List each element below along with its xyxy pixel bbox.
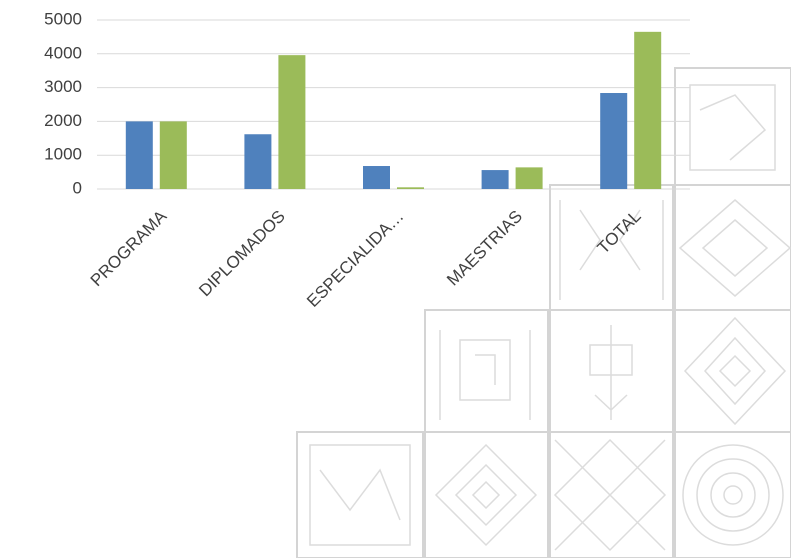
- y-tick-label: 3000: [44, 77, 82, 96]
- bar: [244, 134, 272, 189]
- bar: [159, 121, 187, 189]
- bar: [515, 167, 543, 189]
- x-tick-label: MAESTRIAS: [443, 207, 526, 290]
- bar: [634, 31, 662, 189]
- y-tick-label: 0: [73, 178, 82, 197]
- bar: [363, 166, 390, 189]
- bar: [125, 121, 153, 189]
- x-tick-label: DIPLOMADOS: [195, 207, 289, 301]
- y-tick-label: 4000: [44, 43, 82, 62]
- plot-area: 0 1000 2000 3000 4000 5000 PROGRAMA DIPLOMADOS E…: [44, 9, 690, 311]
- bar: [278, 55, 306, 189]
- x-tick-label: ESPECIALIDA…: [303, 207, 407, 311]
- bar: [397, 187, 424, 189]
- x-tick-label: TOTAL: [594, 207, 645, 258]
- bar: [481, 170, 509, 189]
- bar: [600, 93, 628, 189]
- x-tick-label: PROGRAMA: [87, 206, 171, 290]
- y-tick-label: 2000: [44, 111, 82, 130]
- y-tick-label: 5000: [44, 9, 82, 28]
- background-tiles: [296, 67, 791, 558]
- y-tick-label: 1000: [44, 145, 82, 164]
